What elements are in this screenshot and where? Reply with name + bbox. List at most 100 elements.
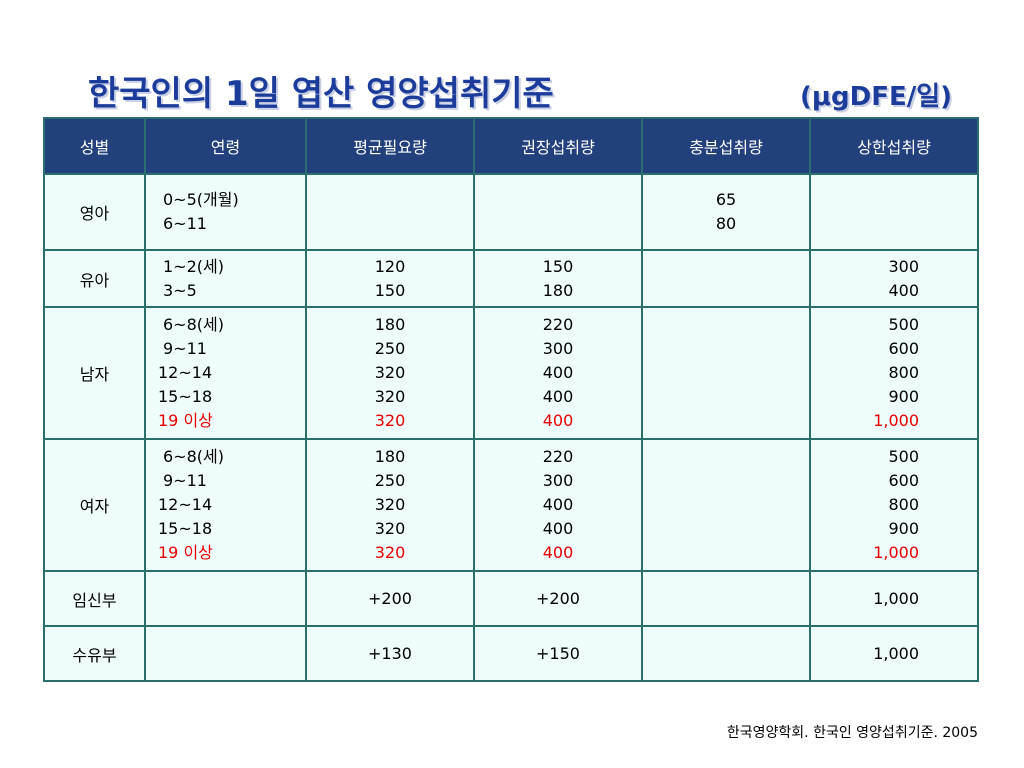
- value: 150: [542, 256, 574, 276]
- value: 80: [715, 214, 737, 233]
- value: 65: [715, 190, 737, 209]
- value: 220: [542, 315, 574, 334]
- value: 220: [542, 447, 574, 466]
- group-cell: 임신부: [43, 570, 146, 627]
- ear-cell: +200: [305, 570, 475, 627]
- age-value: 15~18: [158, 387, 213, 406]
- age-value: 9~11: [163, 471, 207, 490]
- age-value: 6~8(세): [163, 447, 224, 466]
- value: 600: [888, 471, 919, 490]
- group-cell: 수유부: [43, 625, 146, 682]
- ear-cell: 180 250 320 320 320: [305, 306, 475, 440]
- value: 400: [542, 495, 574, 514]
- header-ear: 평균필요량: [305, 117, 475, 175]
- age-cell: [144, 625, 307, 682]
- value: 250: [374, 471, 406, 490]
- value: 120: [374, 256, 406, 276]
- value: 320: [374, 519, 406, 538]
- age-value: 0~5(개월): [163, 190, 239, 209]
- value: 600: [888, 339, 919, 358]
- value: 400: [542, 411, 574, 430]
- value: 300: [888, 256, 919, 276]
- value: +200: [536, 588, 580, 608]
- value: 180: [374, 315, 406, 334]
- value: +200: [368, 588, 412, 608]
- value: 500: [888, 315, 919, 334]
- value: 180: [542, 280, 574, 300]
- header-gender: 성별: [43, 117, 146, 175]
- table-row: 남자 6~8(세) 9~11 12~14 15~18 19 이상 180 250 320 320 3…: [43, 306, 979, 440]
- age-value: 19 이상: [158, 411, 213, 430]
- ai-cell: [641, 438, 811, 572]
- value: 300: [542, 339, 574, 358]
- age-cell: 6~8(세) 9~11 12~14 15~18 19 이상: [144, 438, 307, 572]
- value: 400: [542, 387, 574, 406]
- ai-cell: [641, 625, 811, 682]
- value: 250: [374, 339, 406, 358]
- age-value: 15~18: [158, 519, 213, 538]
- rni-cell: [473, 173, 643, 251]
- group-cell: 남자: [43, 306, 146, 440]
- value: 320: [374, 543, 406, 562]
- ul-cell: 300 400: [809, 249, 979, 308]
- value: 1,000: [873, 543, 919, 562]
- group-cell: 영아: [43, 173, 146, 251]
- value: 900: [888, 519, 919, 538]
- table-row: 수유부 +130 +150 1,000: [43, 625, 979, 682]
- page-title: 한국인의 1일 엽산 영양섭취기준: [88, 74, 554, 114]
- value: +150: [536, 643, 580, 663]
- age-cell: [144, 570, 307, 627]
- age-value: 6~11: [163, 214, 207, 233]
- header-ai: 충분섭취량: [641, 117, 811, 175]
- table-row: 영아 0~5(개월) 6~11 65 80: [43, 173, 979, 251]
- value: 320: [374, 495, 406, 514]
- ai-cell: [641, 306, 811, 440]
- table-row: 임신부 +200 +200 1,000: [43, 570, 979, 627]
- ul-cell: 500 600 800 900 1,000: [809, 306, 979, 440]
- header-ul: 상한섭취량: [809, 117, 979, 175]
- value: 500: [888, 447, 919, 466]
- rni-cell: +150: [473, 625, 643, 682]
- header-row: 성별 연령 평균필요량 권장섭취량 충분섭취량 상한섭취량: [43, 117, 979, 175]
- ai-cell: [641, 570, 811, 627]
- rni-cell: 220 300 400 400 400: [473, 438, 643, 572]
- ul-cell: [809, 173, 979, 251]
- header-age: 연령: [144, 117, 307, 175]
- value: 300: [542, 471, 574, 490]
- group-cell: 여자: [43, 438, 146, 572]
- header-rni: 권장섭취량: [473, 117, 643, 175]
- ai-cell: [641, 249, 811, 308]
- value: 900: [888, 387, 919, 406]
- age-value: 19 이상: [158, 543, 213, 562]
- value: 400: [542, 519, 574, 538]
- value: 400: [542, 543, 574, 562]
- source-citation: 한국영양학회. 한국인 영양섭취기준. 2005: [726, 725, 978, 741]
- table-row: 여자 6~8(세) 9~11 12~14 15~18 19 이상 180 250 320 320 3…: [43, 438, 979, 572]
- value: 1,000: [873, 588, 919, 608]
- age-value: 12~14: [158, 363, 213, 382]
- rni-cell: 220 300 400 400 400: [473, 306, 643, 440]
- age-value: 6~8(세): [163, 315, 224, 334]
- unit-label: (μgDFE/일): [800, 82, 953, 112]
- value: 320: [374, 411, 406, 430]
- value: 400: [888, 280, 919, 300]
- ul-cell: 500 600 800 900 1,000: [809, 438, 979, 572]
- value: 1,000: [873, 643, 919, 663]
- age-value: 9~11: [163, 339, 207, 358]
- rni-cell: 150 180: [473, 249, 643, 308]
- age-cell: 6~8(세) 9~11 12~14 15~18 19 이상: [144, 306, 307, 440]
- value: +130: [368, 643, 412, 663]
- age-value: 12~14: [158, 495, 213, 514]
- value: 1,000: [873, 411, 919, 430]
- age-value: 3~5: [163, 280, 197, 300]
- ul-cell: 1,000: [809, 625, 979, 682]
- ear-cell: 180 250 320 320 320: [305, 438, 475, 572]
- ul-cell: 1,000: [809, 570, 979, 627]
- value: 800: [888, 495, 919, 514]
- folate-intake-table: 성별 연령 평균필요량 권장섭취량 충분섭취량 상한섭취량 영아 0~5(개월) 6…: [43, 117, 979, 682]
- group-cell: 유아: [43, 249, 146, 308]
- table-row: 유아 1~2(세) 3~5 120 150 150 180 300 400: [43, 249, 979, 308]
- rni-cell: +200: [473, 570, 643, 627]
- value: 400: [542, 363, 574, 382]
- ear-cell: 120 150: [305, 249, 475, 308]
